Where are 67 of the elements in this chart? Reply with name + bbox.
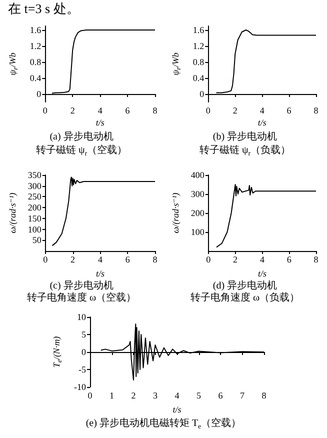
y-tick-label: 1.6 [192,25,205,35]
x-axis-title: t/s [258,118,267,128]
y-tick-label: 0 [200,89,205,99]
x-tick-label: 2 [232,106,238,116]
line-series [52,176,156,246]
text: (a) 异步电动机 [50,130,114,142]
x-tick-label: 7 [240,390,245,400]
x-tick-label: 4 [260,106,265,116]
x-tick-label: 8 [314,254,319,264]
x-axis-title: t/s [96,268,105,278]
x-tick-label: 4 [174,390,180,400]
x-axis-title: t/s [258,268,267,278]
x-tick-label: 2 [70,254,76,264]
y-tick-label: 250 [28,192,42,202]
y-tick-label: 200 [28,202,42,213]
y-tick-label: 1.2 [192,41,204,51]
x-tick-label: 1 [110,390,114,400]
text: (d) 异步电动机 [212,280,278,292]
x-tick-label: 4 [98,254,103,264]
x-tick-label: 8 [152,254,158,264]
y-tick-label: 0 [82,347,86,357]
y-tick-label: 0 [36,89,42,99]
y-tick-label: 300 [28,180,42,191]
y-axis-title: ω/(rad·s⁻¹) [170,192,180,234]
y-tick-label: 350 [28,170,42,180]
text: (c) 异步电动机 [50,280,114,292]
y-tick-label: 50 [32,235,42,246]
x-tick-label: 0 [206,254,212,264]
y-tick-label: 0.4 [192,73,205,83]
x-tick-label: 8 [262,390,267,400]
y-tick-label: 100 [28,224,42,234]
line-series [216,184,316,248]
y-tick-label: -5 [78,364,86,374]
y-tick-label: 1.2 [30,41,42,51]
y-tick-label: 300 [190,189,205,199]
y-tick-label: 0.4 [30,73,42,83]
text: 在 t=3 s 处。 [8,1,80,16]
y-tick-label: 5 [82,330,86,340]
x-tick-label: 4 [98,106,103,116]
x-tick-label: 8 [314,106,319,116]
x-tick-label: 4 [260,254,265,264]
x-axis-title: t/s [96,118,105,128]
x-tick-label: 6 [125,106,130,116]
x-axis-title: t/s [172,404,182,414]
x-tick-label: 2 [233,254,238,264]
y-tick-label: 0.8 [30,57,42,67]
y-tick-label: 0.8 [192,57,205,67]
text: 转子电角速度 ω（负载） [190,292,300,304]
x-tick-label: 2 [131,390,136,400]
text: 转子电角速度 ω（空载） [26,292,136,304]
text: (b) 异步电动机 [212,130,278,142]
x-tick-label: 3 [153,390,158,400]
x-tick-label: 6 [286,106,292,116]
y-tick-label: 1.6 [30,25,42,35]
y-tick-label: 150 [28,213,42,224]
y-tick-label: 400 [190,170,205,180]
y-tick-label: 100 [190,227,205,237]
y-tick-label: 200 [190,208,205,218]
x-tick-label: 6 [218,390,224,400]
y-tick-label: -10 [74,382,86,392]
x-tick-label: 6 [125,254,130,264]
x-tick-label: 0 [43,254,48,264]
x-tick-label: 8 [152,106,158,116]
x-tick-label: 6 [286,254,292,264]
y-axis-title: ω/(rad·s⁻¹) [8,192,18,234]
x-tick-label: 2 [70,106,75,116]
y-tick-label: 10 [77,312,86,322]
